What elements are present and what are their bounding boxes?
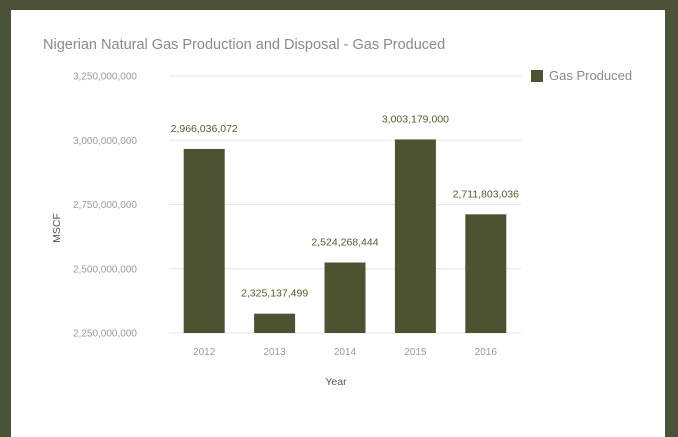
bars [183, 139, 507, 333]
x-tick-label: 2013 [263, 347, 286, 358]
x-tick-label: 2012 [193, 347, 216, 358]
data-labels: 2,966,036,072 2,325,137,499 2,524,268,444 3… [171, 113, 520, 299]
x-axis-title: Year [325, 376, 347, 388]
y-tick-label: 3,000,000,000 [73, 136, 137, 147]
data-label: 3,003,179,000 [382, 113, 449, 125]
data-label: 2,325,137,499 [241, 288, 308, 300]
data-label: 2,524,268,444 [311, 237, 378, 249]
bar [324, 262, 366, 333]
data-label: 2,711,803,036 [453, 188, 520, 200]
x-tick-label: 2016 [475, 347, 498, 358]
bar-chart: 2,250,000,000 2,500,000,000 2,750,000,000 3… [51, 72, 521, 388]
y-tick-label: 2,250,000,000 [73, 329, 137, 340]
x-tick-label: 2014 [334, 347, 357, 358]
chart-frame: Nigerian Natural Gas Production and Disp… [11, 10, 665, 437]
bar [394, 139, 436, 333]
y-axis-ticks: 2,250,000,000 2,500,000,000 2,750,000,000 3… [73, 72, 137, 340]
legend-label: Gas Produced [549, 68, 633, 83]
chart-title: Nigerian Natural Gas Production and Disp… [43, 37, 446, 53]
bar [465, 214, 507, 333]
data-label: 2,966,036,072 [171, 123, 238, 135]
x-axis-ticks: 2012 2013 2014 2015 2016 [193, 347, 497, 358]
y-tick-label: 2,750,000,000 [73, 200, 137, 211]
x-tick-label: 2015 [404, 347, 427, 358]
bar [254, 313, 296, 333]
legend: Gas Produced [531, 68, 632, 83]
y-tick-label: 3,250,000,000 [73, 72, 137, 83]
y-axis-title: MSCF [51, 213, 63, 243]
bar [183, 148, 225, 333]
y-tick-label: 2,500,000,000 [73, 264, 137, 275]
legend-swatch [531, 69, 543, 82]
